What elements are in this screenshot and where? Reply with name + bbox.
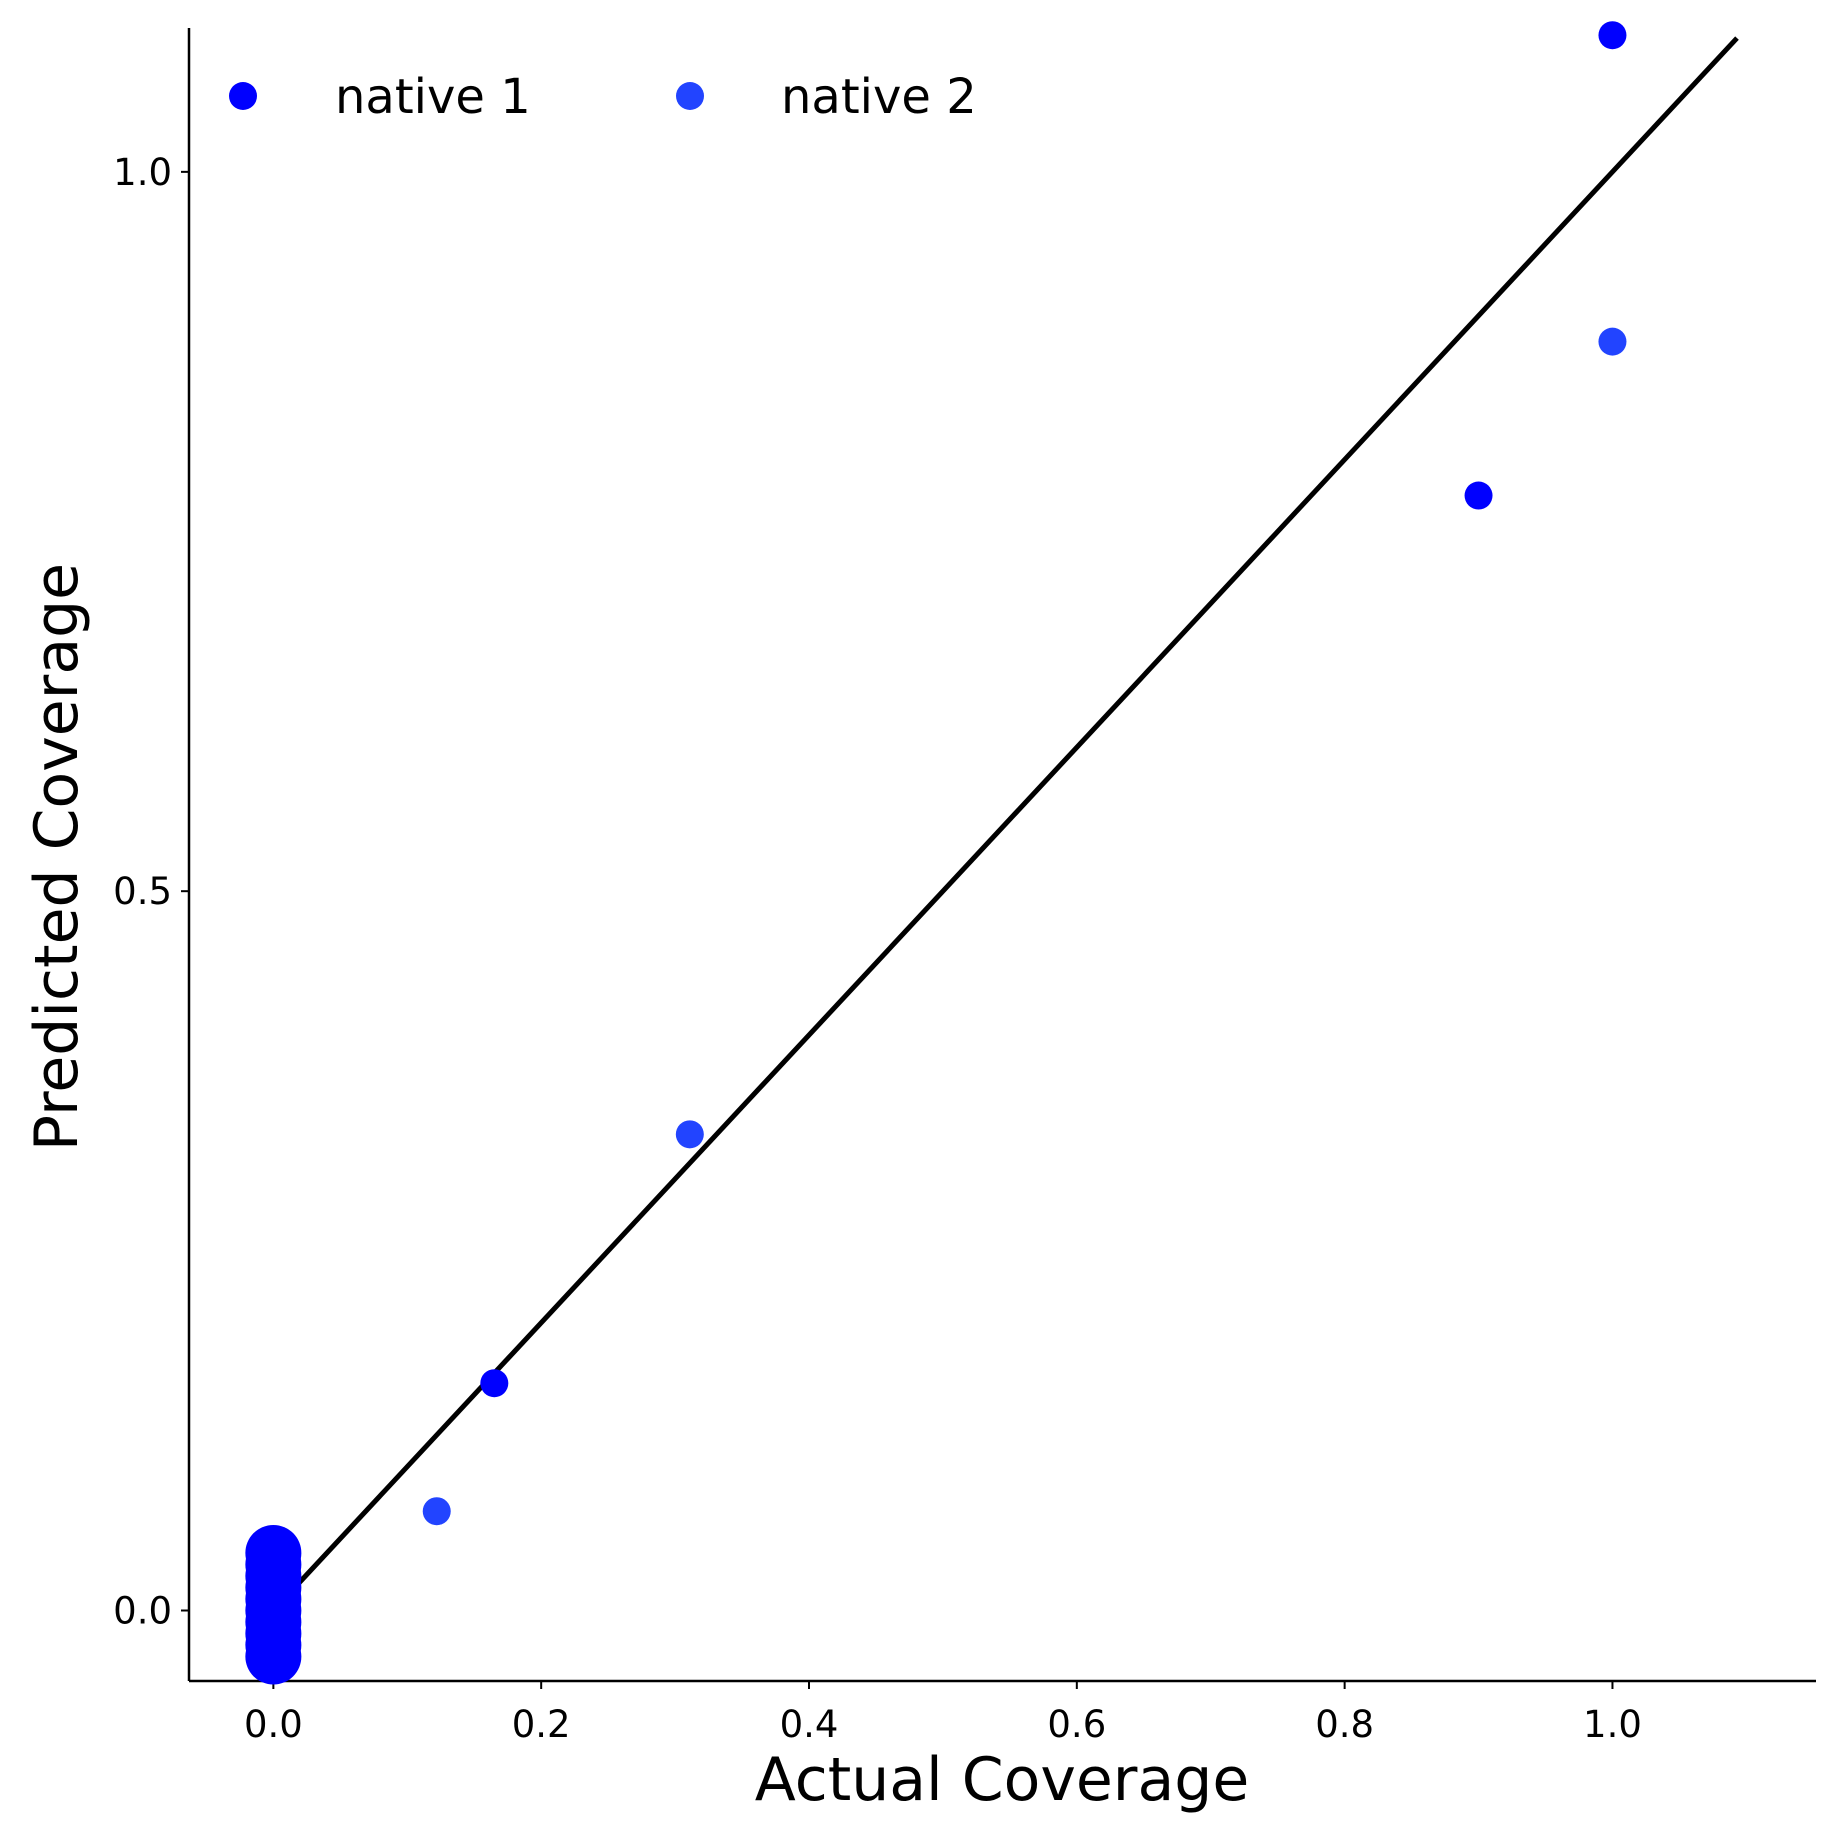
legend-label-native-2: native 2 — [781, 69, 977, 125]
x-tick-label: 0.0 — [244, 1703, 303, 1746]
data-point-series-1 — [1598, 21, 1627, 50]
legend-label-native-1: native 1 — [335, 69, 531, 125]
data-point-series-2 — [422, 1497, 451, 1526]
x-tick-label: 0.4 — [780, 1703, 839, 1746]
x-tick-label: 1.0 — [1583, 1703, 1642, 1746]
data-point-series-1 — [245, 1628, 302, 1685]
data-point-series-1 — [480, 1369, 509, 1398]
data-points — [245, 21, 1627, 1685]
y-tick-label: 0.5 — [113, 870, 172, 913]
axes — [187, 28, 1816, 1683]
reference-line — [271, 36, 1739, 1613]
data-point-series-2 — [1598, 327, 1627, 356]
x-tick-label: 0.8 — [1315, 1703, 1374, 1746]
y-tick-label: 1.0 — [113, 151, 172, 194]
x-axis-title: Actual Coverage — [755, 1745, 1250, 1815]
y-ticks: 0.0 0.5 1.0 — [113, 151, 189, 1633]
y-tick-label: 0.0 — [113, 1590, 172, 1633]
y-axis-title: Predicted Coverage — [22, 563, 92, 1151]
x-tick-label: 0.6 — [1047, 1703, 1106, 1746]
x-ticks: 0.0 0.2 0.4 0.6 0.8 1.0 — [244, 1681, 1642, 1746]
legend: native 1 native 2 — [229, 69, 977, 125]
legend-marker-native-2 — [676, 82, 704, 110]
data-point-series-1 — [1464, 481, 1493, 510]
legend-marker-native-1 — [229, 82, 257, 110]
x-tick-label: 0.2 — [512, 1703, 571, 1746]
data-point-series-2 — [675, 1120, 704, 1149]
